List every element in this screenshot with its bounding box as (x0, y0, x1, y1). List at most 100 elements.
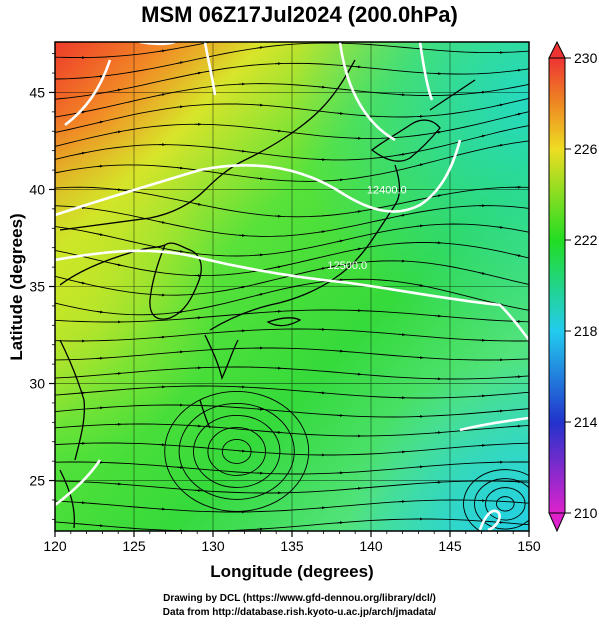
streamline (55, 442, 529, 456)
vortex-ring (207, 426, 266, 476)
streamline (55, 499, 529, 513)
streamline-arrow (256, 177, 264, 180)
credits-data: Data from http://database.rish.kyoto-u.a… (162, 607, 437, 618)
streamline-arrow (514, 254, 522, 257)
streamline-arrow (158, 93, 166, 97)
x-tick-label: 140 (359, 538, 383, 554)
streamline (55, 205, 529, 237)
streamline-arrow (274, 430, 282, 434)
streamline-arrow (336, 178, 344, 182)
streamline-arrow (96, 310, 104, 314)
streamline-arrow (336, 239, 344, 243)
streamline-arrow (78, 151, 86, 155)
streamline (55, 518, 529, 531)
streamline-arrow (256, 253, 264, 257)
streamline (55, 423, 529, 437)
streamline-arrow (96, 524, 104, 528)
colorbar-tick-label: 222 (574, 232, 598, 248)
streamline-arrow (194, 316, 202, 320)
streamline (55, 62, 529, 100)
streamline-arrow (274, 265, 282, 269)
streamline-arrow (176, 105, 184, 109)
streamline (55, 309, 529, 323)
streamline-arrow (434, 194, 442, 198)
streamline (55, 125, 529, 161)
streamline (55, 97, 529, 133)
colorbar-tick-label: 218 (574, 323, 598, 339)
streamline-arrow (416, 224, 424, 228)
streamline-arrow (318, 230, 326, 234)
streamline-arrow (336, 278, 344, 282)
streamline-arrow (318, 267, 326, 271)
streamline-arrow (78, 281, 86, 285)
streamline-arrow (239, 35, 245, 36)
streamline (55, 480, 529, 494)
x-tick-label: 125 (122, 538, 146, 554)
streamline-arrow (114, 482, 122, 486)
streamline-arrow (416, 163, 424, 167)
x-tick-label: 120 (43, 538, 67, 554)
streamline-arrow (398, 153, 406, 156)
streamline-arrow (176, 166, 184, 170)
y-axis-title: Latitude (degrees) (7, 213, 26, 360)
contour-label: 12400.0 (367, 184, 407, 196)
streamline-arrow (176, 61, 184, 65)
contour-label: 12500.0 (327, 260, 367, 272)
streamline-arrow (114, 88, 122, 92)
colorbar-tick-label: 230 (574, 50, 598, 66)
streamline-arrow (238, 234, 246, 237)
streamline (55, 461, 529, 475)
streamline-arrow (336, 521, 344, 525)
streamline-arrow (194, 71, 202, 75)
credits: Drawing by DCL (https://www.gfd-dennou.o… (0, 592, 599, 620)
temperature-field: 12400.0 12500.0 (55, 35, 529, 531)
streamline-arrow (238, 285, 246, 289)
streamline-arrow (114, 372, 122, 375)
streamline-arrow (158, 335, 166, 339)
vortex-ring (496, 496, 515, 512)
streamline-arrow (496, 103, 504, 107)
streamline-arrow (434, 314, 442, 318)
streamline-arrow (354, 65, 362, 69)
colorbar-tick-label: 226 (574, 141, 598, 157)
colorbar: 210 214 218 222 226 230 (548, 40, 598, 533)
streamline-arrow (96, 164, 104, 168)
vortex-ring (474, 478, 529, 530)
streamline-arrow (514, 112, 522, 116)
streamline-arrow (416, 465, 424, 469)
streamline-arrow (114, 188, 122, 191)
streamline-arrow (176, 249, 184, 253)
streamline-arrow (416, 356, 424, 359)
streamline-arrow (398, 214, 406, 217)
streamline (55, 385, 529, 399)
colorbar-tick-label: 210 (574, 505, 598, 521)
streamline (55, 42, 529, 80)
streamline-arrow (496, 144, 504, 147)
streamline (55, 83, 529, 118)
y-tick-label: 40 (29, 181, 45, 197)
streamline-arrow (514, 68, 522, 72)
vortex-ring (485, 487, 526, 521)
streamline-arrow (354, 210, 362, 214)
streamline (55, 186, 529, 218)
streamline (55, 278, 529, 316)
credits-drawing: Drawing by DCL (https://www.gfd-dennou.o… (163, 593, 436, 604)
streamline-arrow (256, 46, 264, 50)
streamline-arrow (256, 407, 264, 411)
streamline-arrow (354, 487, 362, 490)
y-axis: 25 30 35 40 45 (29, 53, 55, 520)
streamline-arrow (478, 134, 486, 138)
streamline-arrow (78, 501, 86, 505)
streamline-arrow (478, 90, 486, 94)
streamline-arrow (194, 489, 202, 492)
x-tick-label: 135 (280, 538, 304, 554)
streamline-arrow (158, 220, 166, 224)
map-title: MSM 06Z17Jul2024 (200.0hPa) (141, 2, 458, 27)
streamline-arrow (318, 85, 326, 89)
streamline (55, 111, 529, 147)
colorbar-bar (548, 57, 566, 514)
streamline-arrow (238, 149, 246, 153)
height-contours (55, 42, 529, 531)
y-tick-label: 45 (29, 84, 45, 100)
